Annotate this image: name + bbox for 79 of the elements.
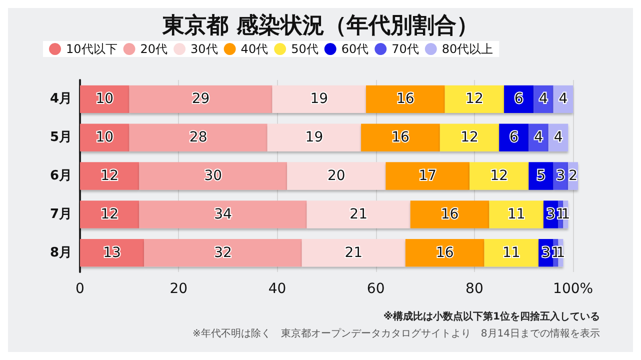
bar	[129, 124, 268, 152]
data-label: 2	[568, 168, 578, 184]
y-tick-label: 6月	[50, 168, 72, 184]
data-label: 4	[539, 91, 548, 108]
y-tick-label: 7月	[50, 206, 72, 222]
data-label: 11	[502, 244, 520, 261]
legend-label: 20代	[140, 42, 168, 56]
x-tick-label: 100%	[553, 281, 594, 297]
data-label: 21	[350, 206, 368, 222]
data-label: 6	[509, 130, 518, 146]
bar	[287, 162, 386, 190]
bar	[306, 200, 410, 228]
data-label: 6	[514, 91, 524, 108]
y-tick-label: 8月	[50, 245, 72, 260]
bar	[144, 238, 302, 267]
bar	[272, 85, 366, 114]
data-label: 4	[558, 91, 568, 108]
data-label: 11	[507, 206, 526, 222]
bar	[267, 124, 362, 152]
data-label: 12	[460, 130, 478, 146]
data-label: 12	[490, 168, 508, 184]
bar	[405, 238, 484, 267]
bar	[386, 162, 470, 190]
x-tick-label: 60	[366, 281, 385, 297]
x-tick-label: 0	[76, 281, 84, 297]
data-label: 5	[536, 168, 546, 184]
y-tick-label: 5月	[50, 130, 72, 146]
data-label: 12	[466, 91, 484, 108]
bar	[139, 200, 307, 228]
data-label: 12	[100, 168, 118, 184]
data-label: 13	[103, 244, 121, 261]
text: ※構成比は小数点以下第1位を四捨五入している	[383, 310, 600, 322]
data-label: 29	[192, 91, 210, 108]
data-label: 30	[204, 168, 222, 184]
bar	[302, 238, 406, 267]
data-label: 17	[418, 168, 437, 184]
text: ※年代不明は除く 東京都オープンデータカタログサイトより 8月14日までの情報を表示	[192, 328, 600, 340]
data-label: 4	[554, 130, 563, 146]
chart-title: 東京都 感染状況（年代別割合）	[162, 12, 478, 38]
legend-label: 70代	[392, 42, 419, 56]
data-label: 3	[546, 206, 556, 222]
data-label: 12	[100, 206, 118, 222]
legend-label: 40代	[240, 42, 268, 56]
data-label: 16	[392, 130, 410, 146]
legend-label: 60代	[341, 42, 369, 56]
bar	[139, 162, 288, 190]
data-label: 32	[214, 244, 232, 261]
data-label: 3	[556, 168, 566, 184]
data-label: 10	[96, 130, 114, 146]
data-label: 19	[310, 91, 328, 108]
legend-label: 30代	[190, 42, 218, 56]
bar	[80, 162, 140, 190]
data-label: 28	[189, 130, 208, 146]
data-label: 19	[305, 130, 324, 146]
bar	[129, 85, 272, 114]
bar	[440, 124, 500, 152]
data-label: 10	[96, 91, 114, 108]
legend-label: 10代以下	[66, 42, 118, 56]
data-label: 3	[541, 244, 550, 261]
bar	[410, 200, 490, 228]
data-label: 34	[214, 206, 232, 222]
data-label: 16	[440, 206, 459, 222]
bar	[470, 162, 529, 190]
legend-label: 80代以上	[442, 42, 494, 56]
data-label: 4	[534, 130, 544, 146]
data-label: 21	[344, 244, 363, 261]
legend-label: 50代	[291, 42, 318, 56]
x-tick-label: 40	[268, 281, 286, 297]
data-label: 16	[396, 91, 414, 108]
bar	[80, 200, 140, 228]
x-tick-label: 20	[170, 281, 188, 297]
data-label: 16	[436, 244, 454, 261]
bar	[361, 124, 440, 152]
bar	[489, 200, 544, 228]
y-tick-label: 4月	[50, 92, 72, 107]
data-label: 20	[327, 168, 346, 184]
x-tick-label: 80	[466, 281, 484, 297]
bar	[80, 238, 144, 267]
bar	[366, 85, 445, 114]
